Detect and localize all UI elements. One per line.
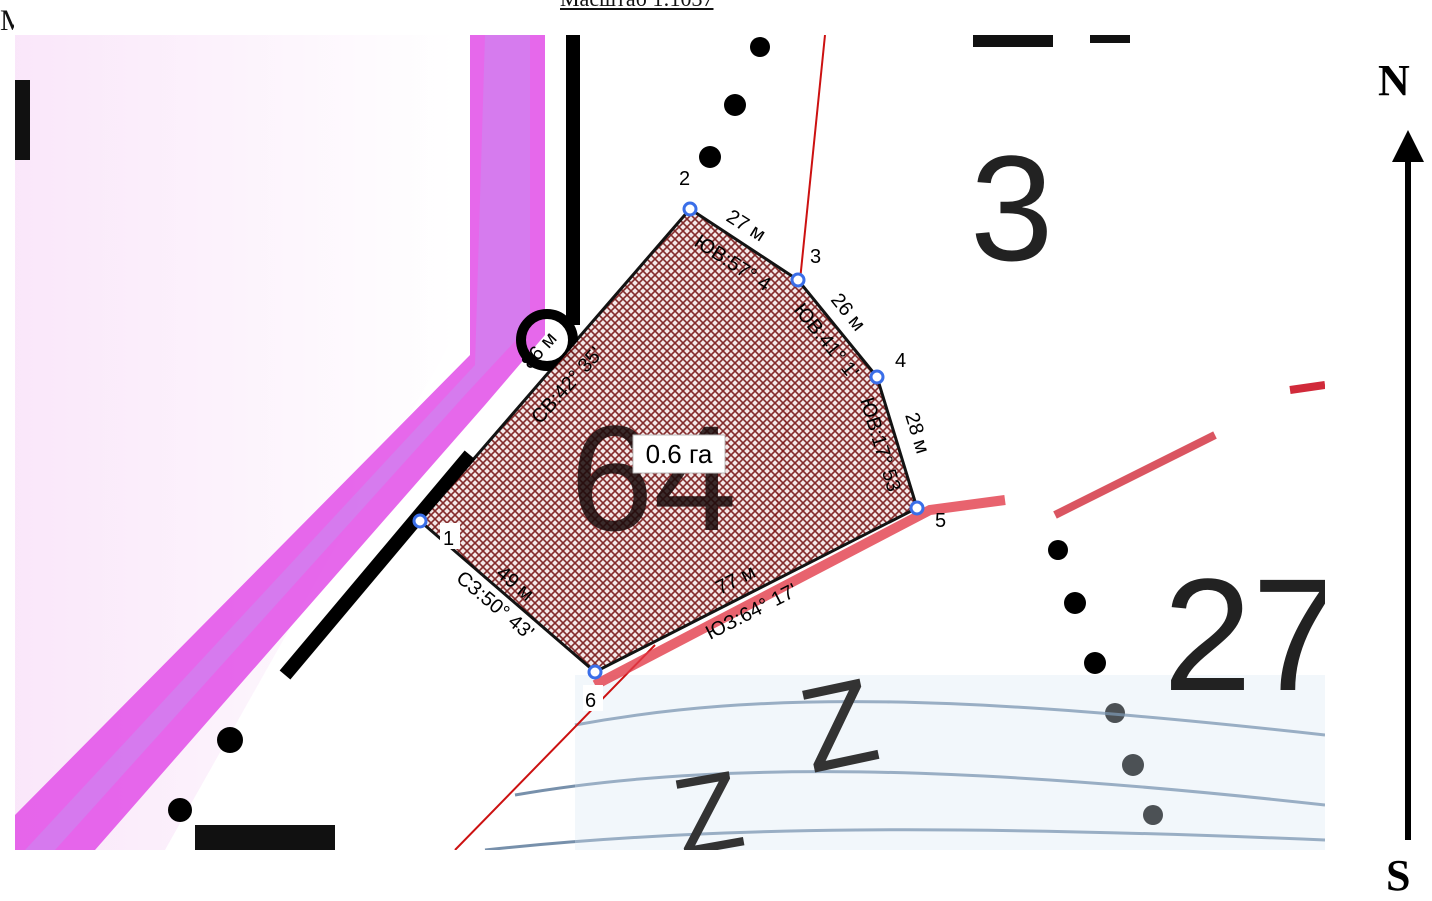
- map-canvas[interactable]: 3 27 Z Z 64 0.6 га 27 м ЮВ:57° 4 26 м ЮВ…: [15, 35, 1325, 850]
- map-view[interactable]: 3 27 Z Z 64 0.6 га 27 м ЮВ:57° 4 26 м ЮВ…: [15, 35, 1325, 850]
- corner-text: М: [0, 4, 14, 37]
- vertex-label: 4: [895, 350, 906, 372]
- dotted-boundary: [168, 37, 1163, 825]
- map-block: [15, 80, 30, 160]
- map-block: [1090, 35, 1130, 43]
- road-edge-line-lower: [279, 450, 476, 680]
- vertex-marker[interactable]: [790, 272, 806, 288]
- map-block: [973, 35, 1053, 47]
- block-number-3: 3: [970, 124, 1053, 292]
- background-area: [15, 35, 455, 850]
- vertex-label: 2: [679, 168, 690, 190]
- compass-arrow-icon: [1392, 130, 1424, 840]
- vertex-marker[interactable]: [412, 513, 428, 529]
- vertex-marker[interactable]: [909, 500, 925, 516]
- map-block: [195, 825, 335, 850]
- water-area: [575, 675, 1325, 850]
- compass-south-label: S: [1386, 851, 1411, 900]
- vertex-marker[interactable]: [682, 201, 698, 217]
- vertex-label: 6: [585, 690, 596, 712]
- red-road: [1053, 431, 1217, 519]
- red-road: [592, 495, 1006, 690]
- area-label-box: [632, 434, 726, 474]
- map-scale-title: Масштаб 1:1037: [560, 0, 780, 12]
- vertex-marker[interactable]: [869, 369, 885, 385]
- red-road: [1289, 381, 1325, 394]
- contour-lines: [484, 700, 1325, 850]
- block-number-27: 27: [1163, 545, 1325, 724]
- area-label: 0.6 га: [646, 439, 713, 469]
- vertex-label: 1: [443, 528, 454, 550]
- vertex-label: 5: [935, 510, 946, 532]
- vertex-marker[interactable]: [587, 664, 603, 680]
- vertex-label: 3: [810, 246, 821, 268]
- compass-north-label: N: [1378, 56, 1410, 105]
- road-junction: [516, 309, 578, 371]
- parcel-number: 64: [570, 394, 737, 562]
- edge-length-label: 28 м: [900, 410, 933, 456]
